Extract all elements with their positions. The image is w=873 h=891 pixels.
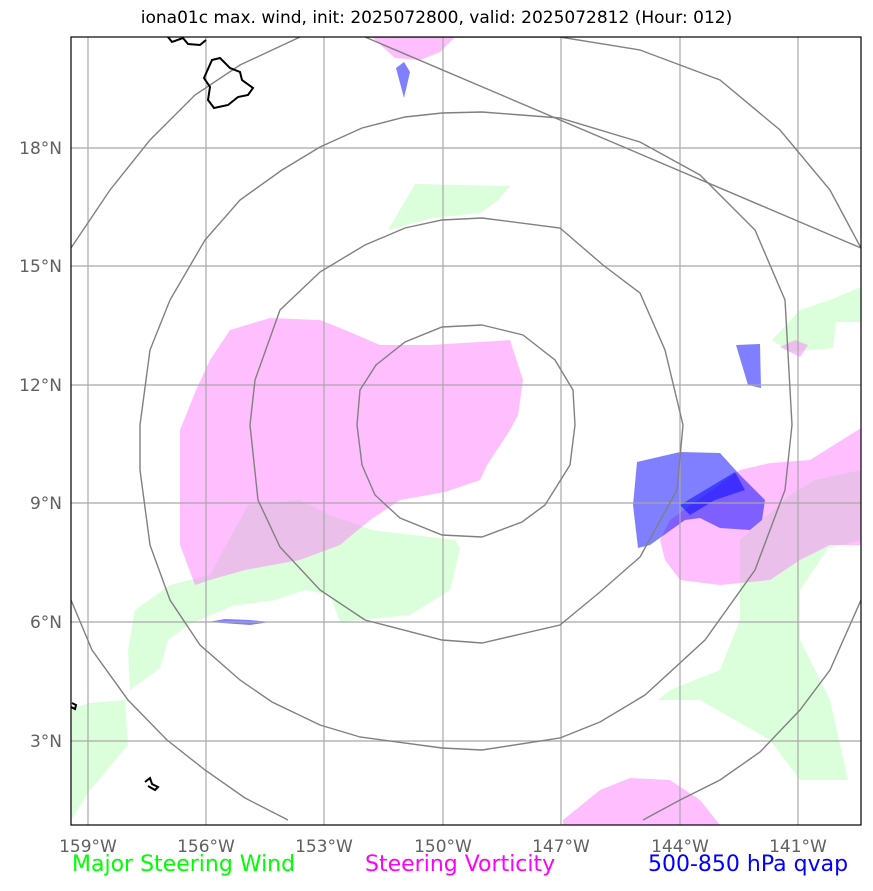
lon-tick-label: 153°W	[295, 837, 353, 857]
steering-wind-layer	[71, 184, 861, 820]
range-ring-4-southwest	[71, 599, 289, 821]
lon-tick-label: 159°W	[59, 837, 117, 857]
coastlines	[71, 37, 255, 792]
legend-vorticity-label: Steering Vorticity	[365, 852, 556, 877]
lat-tick-label: 9°N	[30, 494, 62, 514]
graticule	[71, 37, 861, 825]
legend-qvap-label: 500-850 hPa qvap	[648, 852, 849, 877]
wind-region-east	[772, 287, 861, 352]
lon-tick-label: 156°W	[177, 837, 235, 857]
map-title: iona01c max. wind, init: 2025072800, val…	[140, 8, 733, 28]
range-ring-1	[356, 324, 576, 538]
qvap-region-east-core	[680, 472, 745, 515]
lat-tick-labels: 18°N 15°N 12°N 9°N 6°N 3°N	[19, 139, 62, 752]
range-ring-2	[249, 217, 684, 644]
wind-region-north	[388, 184, 510, 230]
range-ring-4-west	[71, 37, 301, 249]
range-ring-4	[364, 37, 861, 249]
legend-wind-label: Major Steering Wind	[72, 852, 296, 877]
plot-frame	[70, 36, 862, 826]
lon-tick-label: 144°W	[651, 837, 709, 857]
range-ring-4-southeast	[642, 599, 861, 821]
vorticity-region-south	[563, 778, 720, 825]
qvap-region-north	[396, 62, 410, 98]
wind-region-central	[128, 500, 460, 690]
lat-tick-label: 15°N	[19, 257, 62, 277]
qvap-layer	[208, 62, 765, 625]
lat-tick-label: 18°N	[19, 139, 62, 159]
wind-region-west	[71, 700, 128, 820]
vorticity-region-north	[372, 37, 455, 60]
lat-tick-label: 12°N	[19, 376, 62, 396]
coast-islet-south	[144, 776, 160, 792]
coast-big-island	[202, 56, 255, 110]
lon-tick-label: 147°W	[532, 837, 590, 857]
lon-tick-label: 150°W	[414, 837, 472, 857]
coast-islet-west	[71, 702, 78, 711]
lon-tick-labels: 159°W 156°W 153°W 150°W 147°W 144°W 141°…	[59, 837, 827, 857]
range-rings	[71, 37, 861, 821]
coast-maui	[167, 37, 207, 47]
range-ring-3	[139, 111, 793, 751]
lat-tick-label: 3°N	[30, 732, 62, 752]
qvap-region-east-small	[736, 344, 761, 388]
lat-tick-label: 6°N	[30, 613, 62, 633]
lon-tick-label: 141°W	[769, 837, 827, 857]
wind-region-southeast	[658, 470, 861, 780]
